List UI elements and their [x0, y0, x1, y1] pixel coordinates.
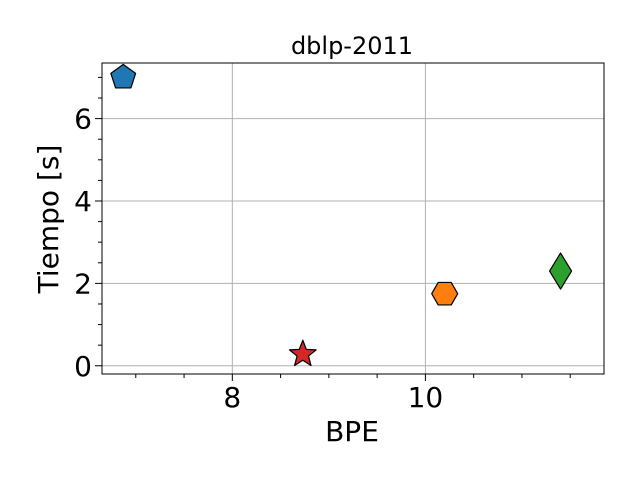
x-axis-label: BPE	[325, 415, 379, 448]
chart-title: dblp-2011	[291, 32, 413, 60]
data-points	[110, 63, 573, 367]
y-tick-label: 0	[74, 350, 92, 383]
y-tick-label: 6	[74, 103, 92, 136]
diamond-marker	[548, 252, 573, 290]
x-tick-label: 10	[408, 381, 444, 414]
y-tick-label: 2	[74, 267, 92, 300]
hexagon-marker	[431, 281, 459, 306]
axis-ticks: 8 10 0 2 4 6	[74, 76, 571, 414]
pentagon-marker	[110, 63, 137, 89]
grid-lines	[102, 63, 604, 374]
plot-frame	[101, 62, 605, 375]
y-axis-label: Tiempo [s]	[32, 145, 65, 295]
y-tick-label: 4	[74, 185, 92, 218]
x-tick-label: 8	[223, 381, 241, 414]
star-marker	[288, 339, 317, 367]
